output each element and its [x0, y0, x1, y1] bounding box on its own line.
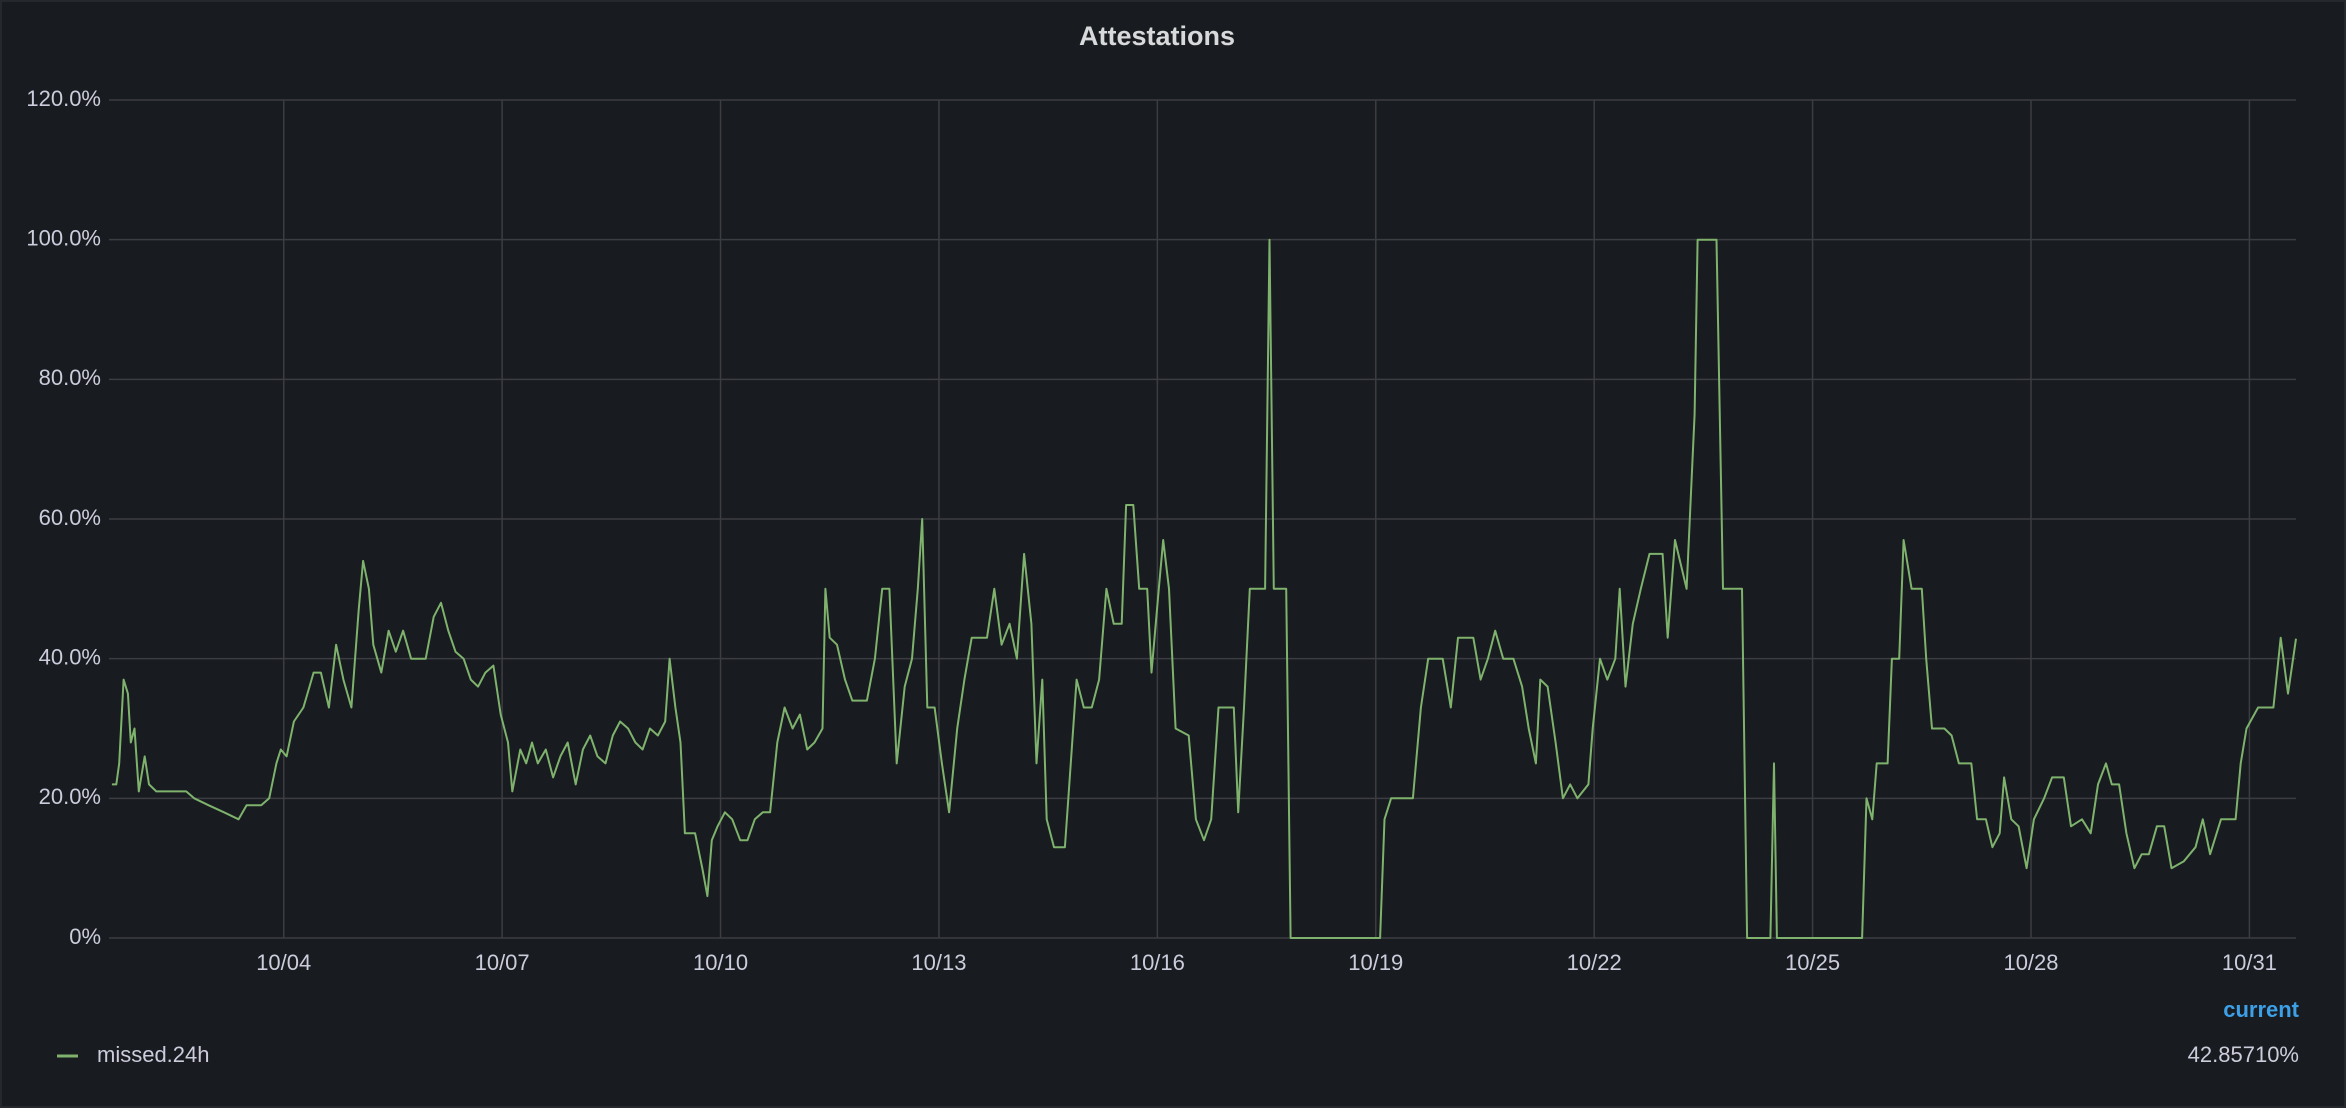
x-tick-label: 10/28 [2003, 950, 2058, 975]
y-tick-label: 40.0% [39, 644, 101, 669]
y-tick-label: 60.0% [39, 505, 101, 530]
y-tick-label: 100.0% [26, 225, 101, 250]
x-tick-label: 10/16 [1130, 950, 1185, 975]
y-tick-label: 0% [69, 924, 101, 949]
x-tick-label: 10/07 [475, 950, 530, 975]
chart-title: Attestations [1079, 21, 1235, 51]
legend-label: missed.24h [97, 1042, 210, 1067]
x-tick-label: 10/31 [2222, 950, 2277, 975]
x-tick-label: 10/13 [911, 950, 966, 975]
x-tick-label: 10/10 [693, 950, 748, 975]
series-line [111, 238, 2297, 939]
legend-current: 42.85710% [2188, 1042, 2299, 1067]
y-tick-label: 80.0% [39, 365, 101, 390]
y-tick-label: 20.0% [39, 784, 101, 809]
x-tick-label: 10/04 [256, 950, 311, 975]
x-tick-label: 10/25 [1785, 950, 1840, 975]
y-tick-label: 120.0% [26, 86, 101, 111]
x-tick-label: 10/22 [1567, 950, 1622, 975]
x-tick-label: 10/19 [1348, 950, 1403, 975]
legend-header: current [2223, 997, 2299, 1022]
